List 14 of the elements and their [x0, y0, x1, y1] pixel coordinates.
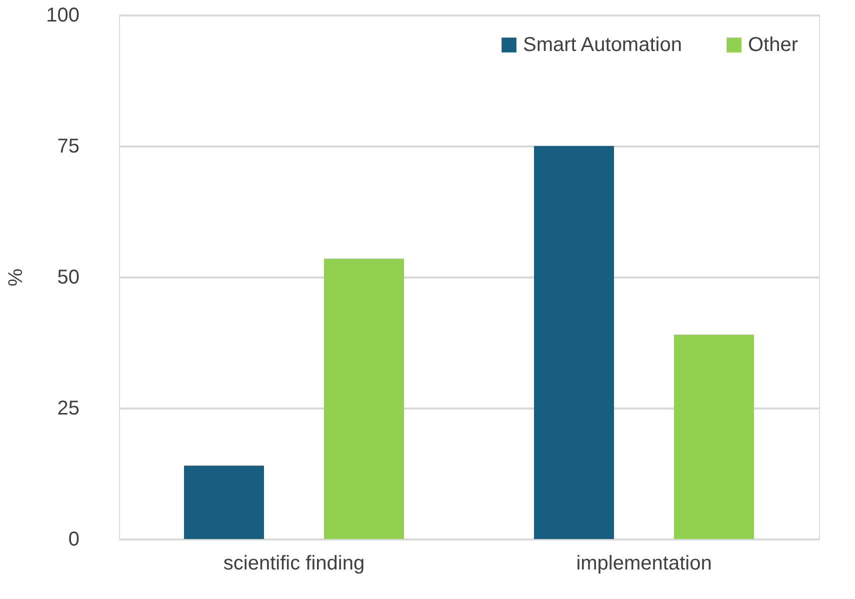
bar	[184, 466, 264, 539]
y-tick-label: 75	[57, 136, 80, 158]
legend-label: Other	[748, 34, 798, 56]
y-tick-label: 100	[46, 4, 80, 26]
x-tick-label: implementation	[576, 552, 712, 574]
y-axis-title: %	[5, 268, 28, 286]
x-tick-label: scientific finding	[223, 552, 365, 574]
bar	[674, 334, 754, 539]
y-tick-label: 0	[68, 528, 80, 550]
bar	[534, 146, 614, 539]
bar	[324, 258, 404, 539]
y-tick-label: 25	[57, 398, 80, 420]
legend-label: Smart Automation	[523, 34, 682, 56]
y-tick-label: 50	[57, 266, 80, 288]
